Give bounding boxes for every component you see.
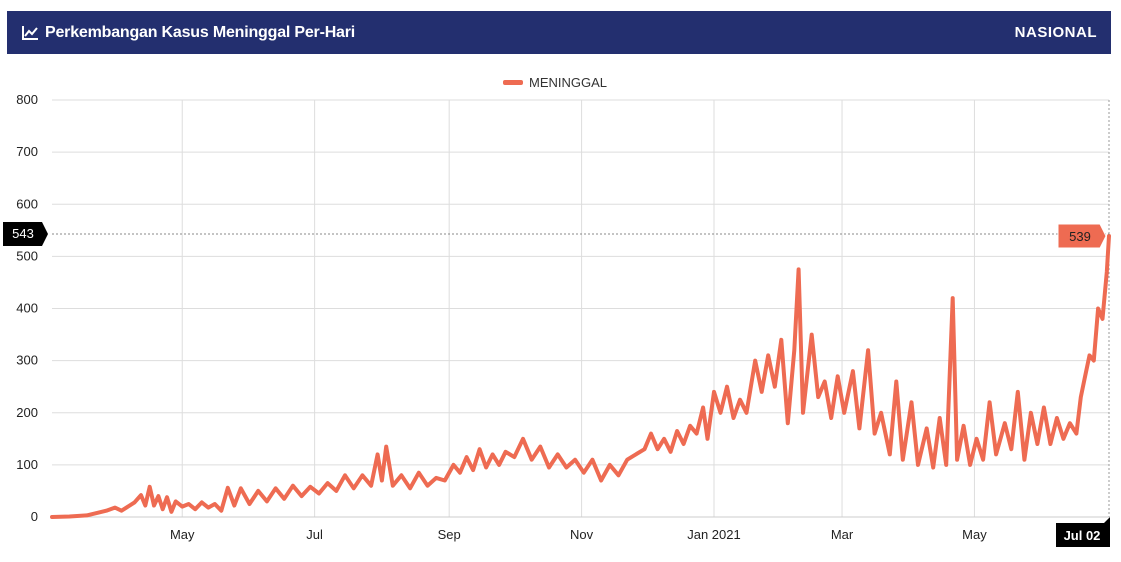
value-tooltip-label: 539	[1069, 229, 1091, 244]
crosshair-x-label: Jul 02	[1064, 528, 1101, 543]
header-left: Perkembangan Kasus Meninggal Per-Hari	[21, 24, 355, 42]
y-tick-label: 0	[31, 509, 38, 524]
value-tooltip-badge	[1057, 223, 1107, 249]
chart-title: Perkembangan Kasus Meninggal Per-Hari	[45, 23, 356, 41]
legend-label: MENINGGAL	[529, 75, 607, 90]
x-tick-label: Nov	[570, 527, 594, 542]
line-chart: 0 100 200 300 400 500 600 700 800 May Jul Sep Nov Jan…	[3, 75, 1111, 547]
crosshair-y-label: 543	[12, 226, 34, 241]
x-tick-label: May	[962, 527, 987, 542]
y-tick-label: 100	[16, 457, 38, 472]
series-line-meninggal	[50, 234, 1111, 519]
legend-swatch	[503, 80, 523, 85]
y-tick-label: 400	[16, 301, 38, 316]
crosshair-x-badge	[1056, 517, 1110, 547]
line-chart-icon	[21, 25, 39, 41]
scope-label: NASIONAL	[1014, 24, 1097, 41]
chart-header: Perkembangan Kasus Meninggal Per-Hari NA…	[7, 11, 1111, 54]
y-tick-label: 300	[16, 353, 38, 368]
x-tick-label: Mar	[831, 527, 854, 542]
crosshair-y-badge	[3, 221, 48, 246]
y-tick-label: 800	[16, 92, 38, 107]
x-tick-label: Jan 2021	[687, 527, 741, 542]
y-tick-label: 500	[16, 248, 38, 263]
y-tick-label: 200	[16, 405, 38, 420]
y-tick-label: 700	[16, 144, 38, 159]
x-tick-label: Jul	[306, 527, 323, 542]
y-tick-label: 600	[16, 196, 38, 211]
x-tick-label: May	[170, 527, 195, 542]
x-tick-label: Sep	[438, 527, 461, 542]
